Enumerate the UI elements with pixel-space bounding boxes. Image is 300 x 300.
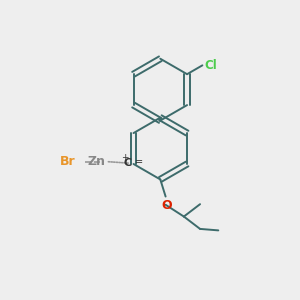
Text: +: + (121, 153, 128, 162)
Text: O: O (161, 200, 172, 212)
Text: Cl: Cl (204, 59, 217, 72)
Text: C: C (123, 158, 131, 168)
Text: Zn: Zn (88, 155, 106, 168)
Text: Br: Br (60, 155, 75, 168)
Text: =: = (135, 157, 143, 167)
